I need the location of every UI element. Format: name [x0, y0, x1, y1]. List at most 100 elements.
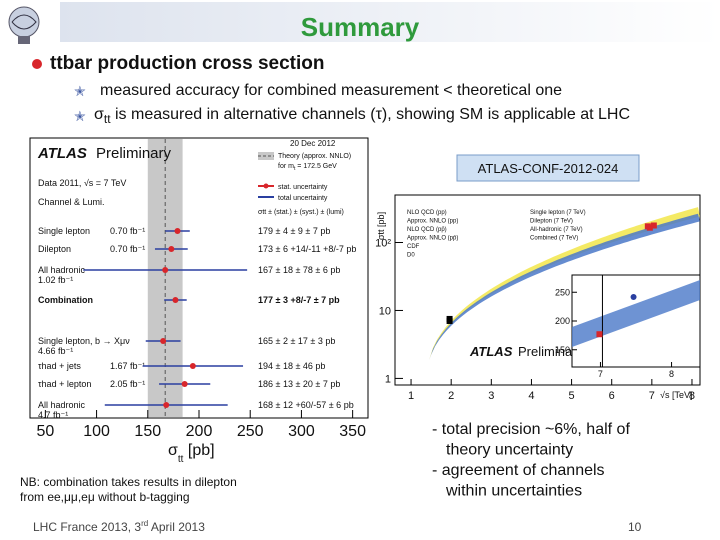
- lumi-label: 4.7 fb⁻¹: [38, 410, 68, 420]
- result-label: 186 ± 13 ± 20 ± 7 pb: [258, 379, 340, 389]
- legend-text: Combined (7 TeV): [530, 236, 578, 242]
- y-tick-label: 250: [555, 287, 570, 297]
- channel-label: All hadronic: [38, 265, 86, 275]
- inset-marker: [596, 331, 603, 338]
- subscript: tt: [104, 112, 111, 126]
- bullet-text: ttbar production cross section: [50, 53, 324, 74]
- data-point: [172, 297, 179, 303]
- data-point: [163, 402, 170, 408]
- data-point: [181, 381, 188, 387]
- page-number: 10: [628, 520, 642, 534]
- conclusions: - total precision ~6%, half of theory unc…: [432, 421, 630, 500]
- legend-text: Approx. NNLO (pp̄): [407, 236, 458, 242]
- column-header: Channel & Lumi.: [38, 197, 105, 207]
- legend-text: CDF: [407, 244, 420, 250]
- legend-text: Dilepton (7 TeV): [530, 219, 573, 225]
- note-line: from ee,μμ,eμ without b-tagging: [20, 490, 190, 504]
- sigma: σ: [168, 442, 178, 459]
- x-tick-label: 200: [186, 423, 213, 440]
- x-tick-label: 300: [288, 423, 315, 440]
- bullet-dot: [32, 59, 42, 69]
- theory-band-ppbar: [429, 213, 700, 361]
- conclusion-line: theory uncertainty: [446, 442, 573, 459]
- plot-subtitle: Preliminary: [518, 344, 584, 359]
- sub-bullet-text: is measured in alternative channels (τ),…: [111, 106, 630, 123]
- data-point: [162, 267, 169, 273]
- subscript: t: [294, 166, 296, 172]
- lumi-label: 4.66 fb⁻¹: [38, 346, 73, 356]
- plot-title: ATLAS: [469, 344, 513, 359]
- lumi-label: 1.02 fb⁻¹: [38, 275, 73, 285]
- conclusion-line: - total precision ~6%, half of: [432, 421, 630, 438]
- lumi-label: 0.70 fb⁻¹: [110, 244, 145, 254]
- y-tick-label: 150: [555, 345, 570, 355]
- x-tick-label: 150: [134, 423, 161, 440]
- y-tick-label: 10: [379, 305, 391, 317]
- star-icon: ✭: [74, 108, 86, 124]
- legend-text: Approx. NNLO (pp): [407, 219, 458, 225]
- x-tick-label: 50: [36, 423, 54, 440]
- y-tick-label: 10²: [375, 238, 391, 250]
- y-tick-label: 1: [385, 373, 391, 385]
- data-point: [160, 338, 167, 344]
- atlas-summary-plot: ATLAS Preliminary 20 Dec 2012 Theory (appro…: [29, 137, 369, 465]
- plot-frame: [29, 137, 369, 419]
- note-line: NB: combination takes results in dilepto…: [20, 475, 237, 489]
- result-label: 194 ± 18 ± 46 pb: [258, 361, 325, 371]
- channel-label: Single lepton, b → Xμν: [38, 336, 130, 346]
- result-label: 177 ± 3 +8/-7 ± 7 pb: [258, 295, 340, 305]
- data-point: [189, 363, 196, 369]
- result-label: 173 ± 6 +14/-11 +8/-7 pb: [258, 244, 356, 254]
- lumi-label: 0.70 fb⁻¹: [110, 226, 145, 236]
- legend-text: = 172.5 GeV: [295, 163, 337, 170]
- inset-band: [572, 280, 700, 347]
- data-point: [174, 228, 181, 234]
- legend-text: for mt = 172.5 GeV: [278, 163, 337, 172]
- x-tick-label: 8: [689, 390, 695, 402]
- result-label: 168 ± 12 +60/-57 ± 6 pb: [258, 400, 354, 410]
- sigma: σ: [94, 106, 104, 123]
- legend-text: Single lepton (7 TeV): [530, 210, 586, 216]
- conclusion-line: - agreement of channels: [432, 462, 605, 479]
- measurement-marker: [650, 222, 657, 229]
- data-label: Data 2011, √s = 7 TeV: [38, 178, 126, 188]
- channel-label: Single lepton: [38, 226, 90, 236]
- x-tick-label: 2: [448, 390, 454, 402]
- measurement-marker: [446, 315, 453, 322]
- legend-text: Theory (approx. NNLO): [278, 153, 351, 160]
- measurement-marker: [644, 223, 651, 230]
- result-label: 165 ± 2 ± 17 ± 3 pb: [258, 336, 335, 346]
- subscript: tt: [178, 454, 184, 465]
- conclusion-line: within uncertainties: [445, 483, 582, 500]
- legend-text: D0: [407, 253, 415, 259]
- tag-box: [456, 154, 640, 182]
- lumi-label: 1.67 fb⁻¹: [110, 361, 145, 371]
- superscript: rd: [141, 519, 148, 528]
- legend-text: All-hadronic (7 TeV): [530, 227, 583, 233]
- sub-bullet: σtt is measured in alternative channels …: [94, 106, 630, 126]
- plot-title: ATLAS: [37, 145, 87, 162]
- x-tick-label: 5: [569, 390, 575, 402]
- result-label: 167 ± 18 ± 78 ± 6 pb: [258, 265, 340, 275]
- channel-label: τhad + jets: [38, 361, 81, 371]
- header-band: [60, 2, 720, 42]
- lumi-label: 2.05 fb⁻¹: [110, 379, 145, 389]
- channel-label: Combination: [38, 295, 93, 305]
- legend-text: for m: [278, 163, 294, 170]
- x-tick-label: 6: [609, 390, 615, 402]
- x-tick-label: 100: [83, 423, 110, 440]
- channel-label: Dilepton: [38, 244, 71, 254]
- x-tick-label: 4: [528, 390, 534, 402]
- y-tick-label: 200: [555, 316, 570, 326]
- star-icon: ✭: [74, 83, 86, 99]
- x-tick-label: 1: [408, 390, 414, 402]
- legend-text: stat. uncertainty: [278, 184, 328, 191]
- column-header: σtt ± (stat.) ± (syst.) ± (lumi): [258, 209, 344, 216]
- date: 20 Dec 2012: [290, 139, 336, 148]
- channel-label: All hadronic: [38, 400, 86, 410]
- tag: ATLAS-CONF-2012-024: [478, 161, 619, 176]
- x-tick-label: 7: [649, 390, 655, 402]
- legend-text: NLO QCD (pp̄): [407, 227, 447, 233]
- legend-text: total uncertainty: [278, 195, 328, 202]
